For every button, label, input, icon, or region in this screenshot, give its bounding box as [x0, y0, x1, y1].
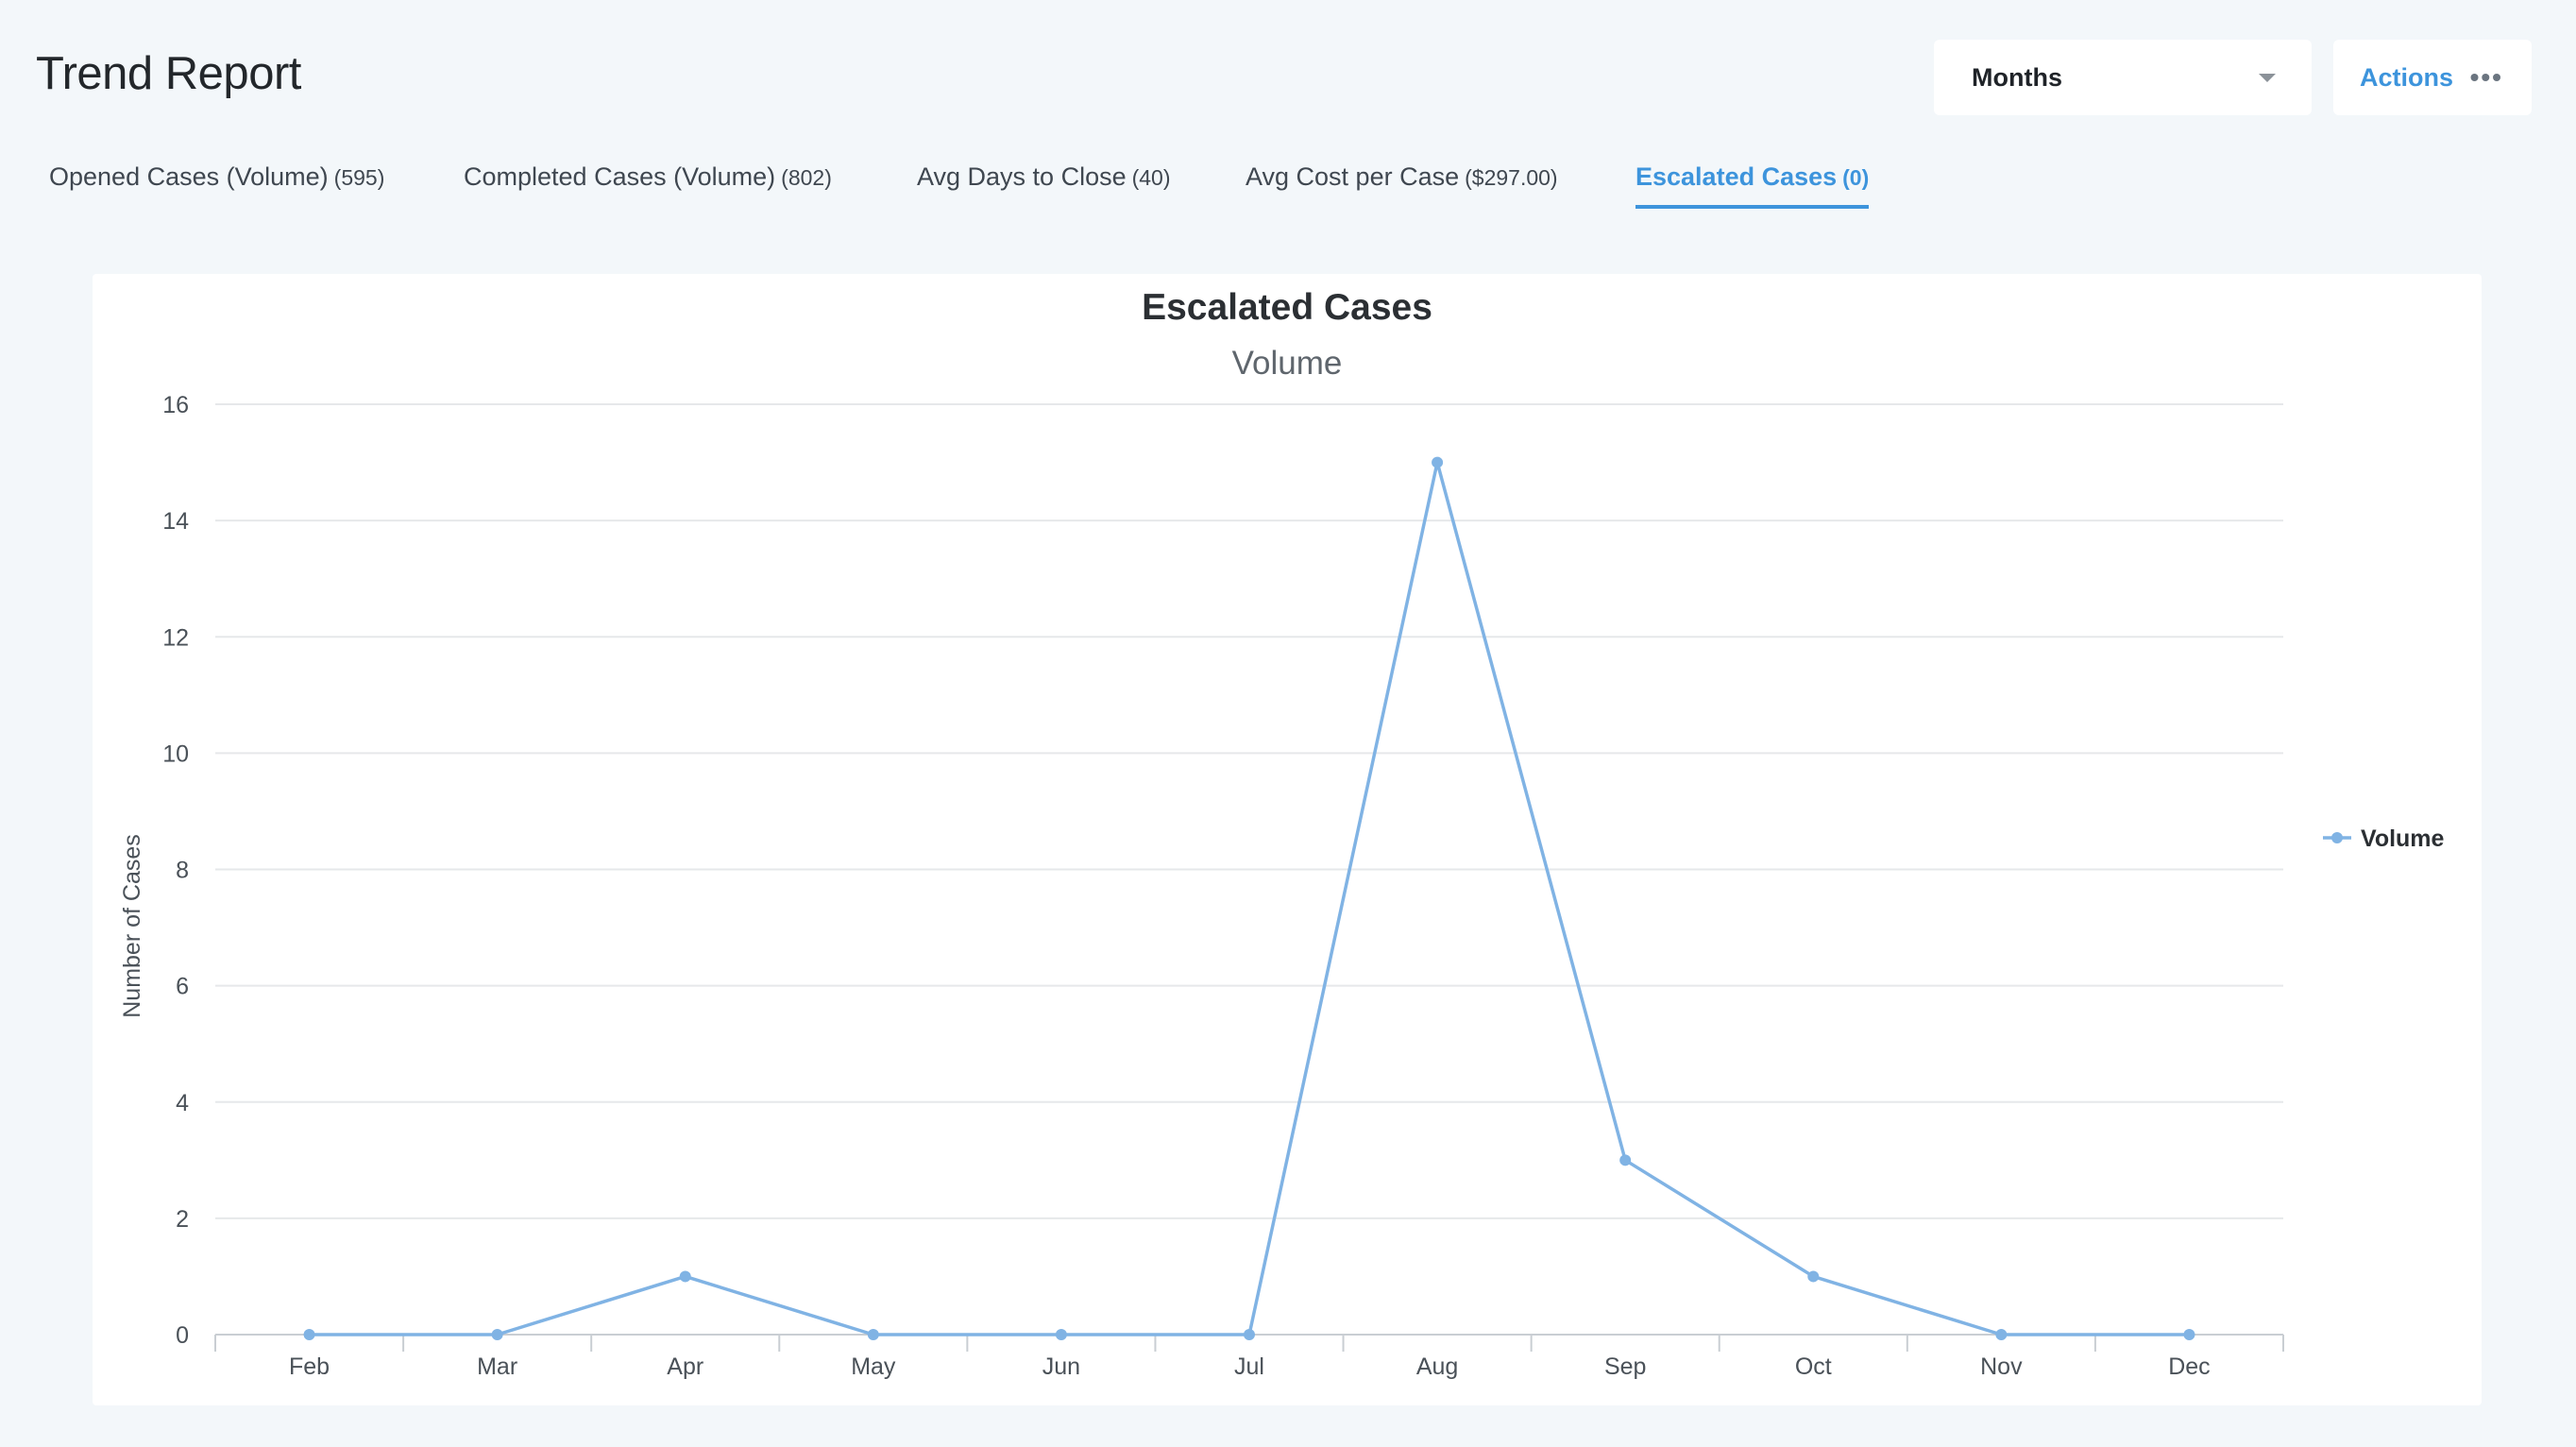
y-axis-label: Number of Cases — [119, 834, 145, 1018]
x-tick-label: Mar — [477, 1353, 517, 1380]
tab-label: Avg Cost per Case — [1246, 162, 1459, 191]
x-tick-label: Aug — [1416, 1353, 1458, 1380]
tab-count: ($297.00) — [1465, 165, 1557, 190]
legend-marker-icon — [2331, 832, 2343, 843]
y-tick-label: 10 — [162, 741, 189, 767]
data-point[interactable] — [492, 1329, 503, 1340]
data-point[interactable] — [680, 1270, 691, 1282]
chart-card: Escalated Cases Volume 0 2 4 6 8 10 12 14 16 Feb Mar… — [93, 274, 2482, 1405]
y-tick-label: 4 — [176, 1090, 189, 1116]
tab-count: (802) — [781, 165, 832, 190]
tab-completed-cases[interactable]: Completed Cases (Volume)(802) — [464, 162, 832, 205]
chart-title: Escalated Cases — [1142, 287, 1432, 328]
y-tick-label: 12 — [162, 624, 189, 651]
tab-label: Opened Cases (Volume) — [49, 162, 329, 191]
tab-opened-cases[interactable]: Opened Cases (Volume)(595) — [49, 162, 384, 205]
y-tick-label: 2 — [176, 1206, 189, 1233]
data-point[interactable] — [2183, 1329, 2195, 1340]
x-tick-label: Oct — [1795, 1353, 1832, 1380]
data-point[interactable] — [1619, 1154, 1631, 1166]
tab-avg-cost-per-case[interactable]: Avg Cost per Case($297.00) — [1246, 162, 1558, 205]
x-tick-label: Sep — [1604, 1353, 1646, 1380]
x-tick-label: May — [851, 1353, 896, 1380]
x-tick-label: Apr — [667, 1353, 703, 1380]
data-point[interactable] — [1807, 1270, 1819, 1282]
tab-escalated-cases[interactable]: Escalated Cases(0) — [1635, 162, 1869, 209]
more-dots-icon: ••• — [2470, 68, 2503, 87]
x-tick-label: Jun — [1042, 1353, 1080, 1380]
period-select[interactable]: Months — [1934, 40, 2312, 115]
data-point[interactable] — [1432, 457, 1443, 468]
x-tick-label: Nov — [1980, 1353, 2023, 1380]
data-point[interactable] — [868, 1329, 879, 1340]
tab-label: Avg Days to Close — [917, 162, 1127, 191]
x-tick-label: Jul — [1234, 1353, 1264, 1380]
data-point[interactable] — [1995, 1329, 2007, 1340]
series-line-volume — [310, 463, 2190, 1335]
page-title: Trend Report — [36, 47, 301, 100]
period-select-value: Months — [1972, 63, 2062, 93]
y-tick-label: 16 — [162, 392, 189, 418]
tab-label: Escalated Cases — [1635, 162, 1837, 191]
y-tick-label: 0 — [176, 1322, 189, 1349]
x-tick-label: Dec — [2168, 1353, 2210, 1380]
tab-count: (40) — [1132, 165, 1171, 190]
data-point[interactable] — [1244, 1329, 1255, 1340]
x-tick-label: Feb — [289, 1353, 330, 1380]
tab-count: (0) — [1842, 165, 1869, 190]
tab-label: Completed Cases (Volume) — [464, 162, 775, 191]
actions-button[interactable]: Actions ••• — [2333, 40, 2532, 115]
y-tick-label: 14 — [162, 508, 189, 535]
tab-count: (595) — [334, 165, 385, 190]
tab-avg-days-to-close[interactable]: Avg Days to Close(40) — [917, 162, 1171, 205]
chart-subtitle: Volume — [1232, 345, 1343, 382]
legend-item-volume[interactable]: Volume — [2361, 826, 2445, 852]
y-tick-label: 6 — [176, 974, 189, 1000]
line-chart: Escalated Cases Volume 0 2 4 6 8 10 12 14 16 Feb Mar… — [93, 274, 2482, 1405]
data-point[interactable] — [304, 1329, 315, 1340]
actions-label: Actions — [2360, 63, 2453, 93]
y-tick-label: 8 — [176, 858, 189, 884]
data-point[interactable] — [1056, 1329, 1067, 1340]
caret-down-icon — [2259, 74, 2276, 82]
